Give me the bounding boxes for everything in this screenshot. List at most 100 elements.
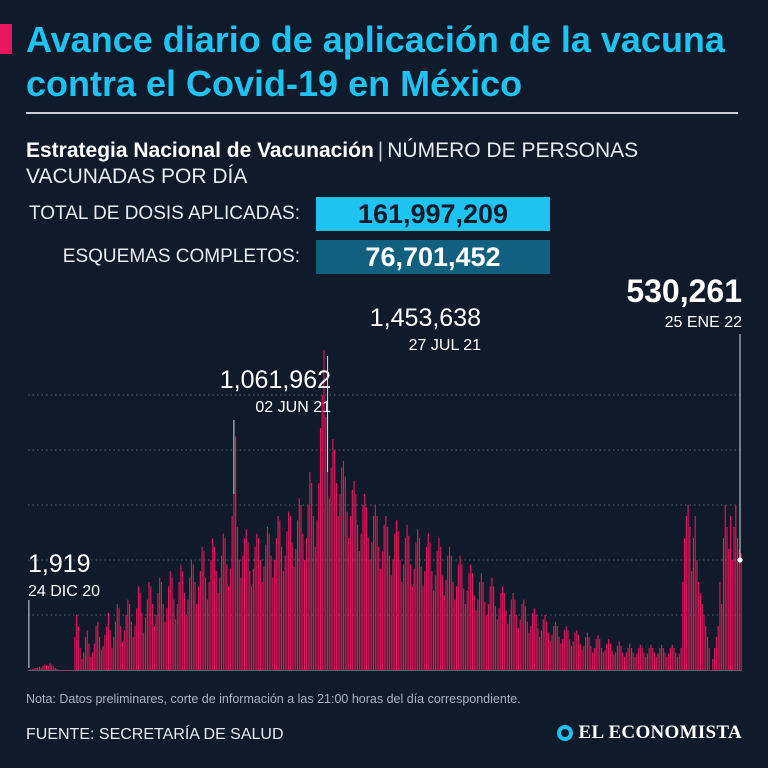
bar — [652, 648, 654, 670]
footnote: Nota: Datos preliminares, corte de infor… — [26, 692, 521, 706]
bar — [231, 516, 233, 670]
bar — [593, 648, 595, 670]
bar — [228, 586, 230, 670]
bar — [51, 664, 53, 670]
bar — [76, 615, 78, 670]
bar — [434, 575, 436, 670]
bar — [365, 507, 367, 670]
bar — [286, 531, 288, 670]
bar — [118, 608, 120, 670]
bar — [562, 639, 564, 670]
bar — [194, 582, 196, 670]
bar — [65, 670, 67, 671]
page-title: Avance diario de aplicación de la vacuna… — [26, 19, 725, 104]
bar — [166, 608, 168, 670]
bar — [673, 648, 675, 670]
bar — [258, 538, 260, 670]
bar — [436, 551, 438, 670]
bar — [383, 524, 385, 670]
annotation-value-0: 1,919 — [28, 550, 91, 578]
bar — [448, 546, 451, 670]
bar — [641, 648, 643, 670]
bar — [335, 483, 337, 670]
bar — [327, 472, 329, 670]
bar — [235, 436, 237, 670]
bar — [692, 538, 694, 670]
bar — [376, 516, 378, 670]
bar — [136, 608, 138, 670]
bar — [650, 644, 652, 670]
bar — [116, 604, 118, 670]
bar — [403, 564, 405, 670]
bar — [471, 573, 474, 670]
bar — [648, 648, 650, 670]
bar — [600, 648, 603, 670]
bar — [406, 524, 408, 670]
bar — [579, 643, 581, 670]
subtitle-strong: Estrategia Nacional de Vacunación — [26, 139, 374, 162]
bar — [371, 542, 373, 670]
bar — [70, 670, 72, 671]
bar — [597, 634, 599, 670]
bar — [657, 653, 659, 670]
bar — [42, 665, 44, 670]
bar — [305, 538, 307, 670]
bar — [726, 527, 728, 670]
bar — [311, 483, 313, 670]
annotation-value-2: 1,453,638 — [370, 304, 481, 332]
bar — [150, 586, 152, 670]
bar — [226, 564, 228, 670]
bar — [696, 560, 698, 670]
bar — [289, 516, 291, 670]
bar — [88, 643, 90, 670]
bar — [457, 564, 459, 670]
bar — [712, 659, 714, 670]
bar — [505, 610, 507, 670]
bar — [509, 615, 511, 670]
bar — [685, 516, 687, 670]
bar — [581, 650, 583, 670]
bar — [185, 615, 187, 670]
bar — [252, 568, 254, 670]
bar — [277, 516, 279, 670]
bar — [570, 645, 573, 670]
bar — [503, 593, 505, 670]
bar — [259, 560, 261, 670]
bar — [196, 604, 198, 670]
bar — [81, 659, 83, 670]
bar — [300, 505, 302, 670]
annotation-date-0: 24 DIC 20 — [28, 583, 100, 600]
bar — [468, 573, 470, 670]
bar — [735, 505, 737, 670]
bar — [710, 670, 712, 671]
bar — [247, 542, 249, 670]
bar — [385, 516, 387, 670]
bar — [192, 564, 194, 670]
bar — [157, 593, 159, 670]
bar — [661, 644, 663, 670]
bar — [392, 560, 394, 670]
bar — [498, 608, 500, 670]
bar — [219, 577, 221, 670]
bar — [330, 467, 332, 670]
bar — [353, 480, 355, 670]
bar — [565, 626, 567, 670]
bar — [30, 669, 32, 670]
bar — [413, 568, 415, 670]
logo-text: EL ECONOMISTA — [578, 722, 742, 743]
bar — [639, 644, 641, 670]
bar — [84, 637, 86, 670]
bar — [676, 656, 679, 670]
bar — [638, 648, 640, 670]
bar — [717, 626, 719, 670]
bar — [314, 546, 316, 670]
bar — [107, 612, 109, 670]
bar — [627, 648, 629, 670]
bar — [583, 645, 585, 670]
bar — [714, 648, 716, 670]
bar — [530, 626, 532, 670]
bar — [35, 668, 37, 670]
bar — [544, 615, 546, 670]
bar — [357, 524, 359, 670]
bar — [37, 667, 39, 670]
